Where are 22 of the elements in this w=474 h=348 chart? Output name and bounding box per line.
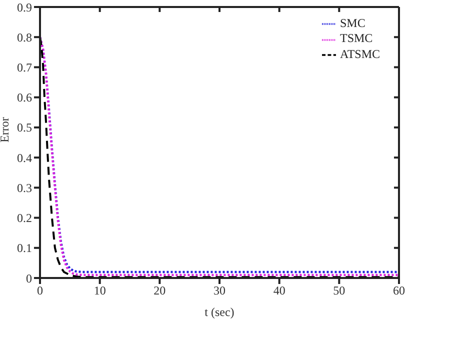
y-tick-label: 0.2: [17, 211, 32, 226]
x-axis-title: t (sec): [204, 305, 234, 319]
y-tick-label: 0.4: [17, 150, 32, 165]
y-tick-label: 0.8: [17, 30, 32, 44]
y-tick-label: 0.5: [17, 120, 32, 135]
x-tick-label: 60: [392, 284, 405, 298]
x-tick-label: 30: [213, 284, 226, 298]
y-axis-title: Error: [0, 117, 12, 142]
legend-label: SMC: [340, 16, 366, 30]
x-tick-label: 50: [333, 284, 346, 298]
x-tick-label: 20: [154, 284, 166, 298]
y-tick-label: 0.9: [17, 0, 32, 14]
y-tick-label: 0.6: [17, 90, 32, 105]
y-tick-label: 0.3: [17, 180, 32, 195]
y-tick-label: 0: [26, 271, 32, 286]
legend-label: TSMC: [340, 31, 373, 46]
legend-label: ATSMC: [340, 46, 380, 60]
x-tick-label: 0: [37, 284, 43, 298]
x-tick-label: 10: [94, 284, 106, 298]
x-tick-label: 40: [273, 284, 286, 298]
y-tick-label: 0.1: [17, 241, 32, 256]
y-tick-label: 0.7: [17, 60, 32, 74]
